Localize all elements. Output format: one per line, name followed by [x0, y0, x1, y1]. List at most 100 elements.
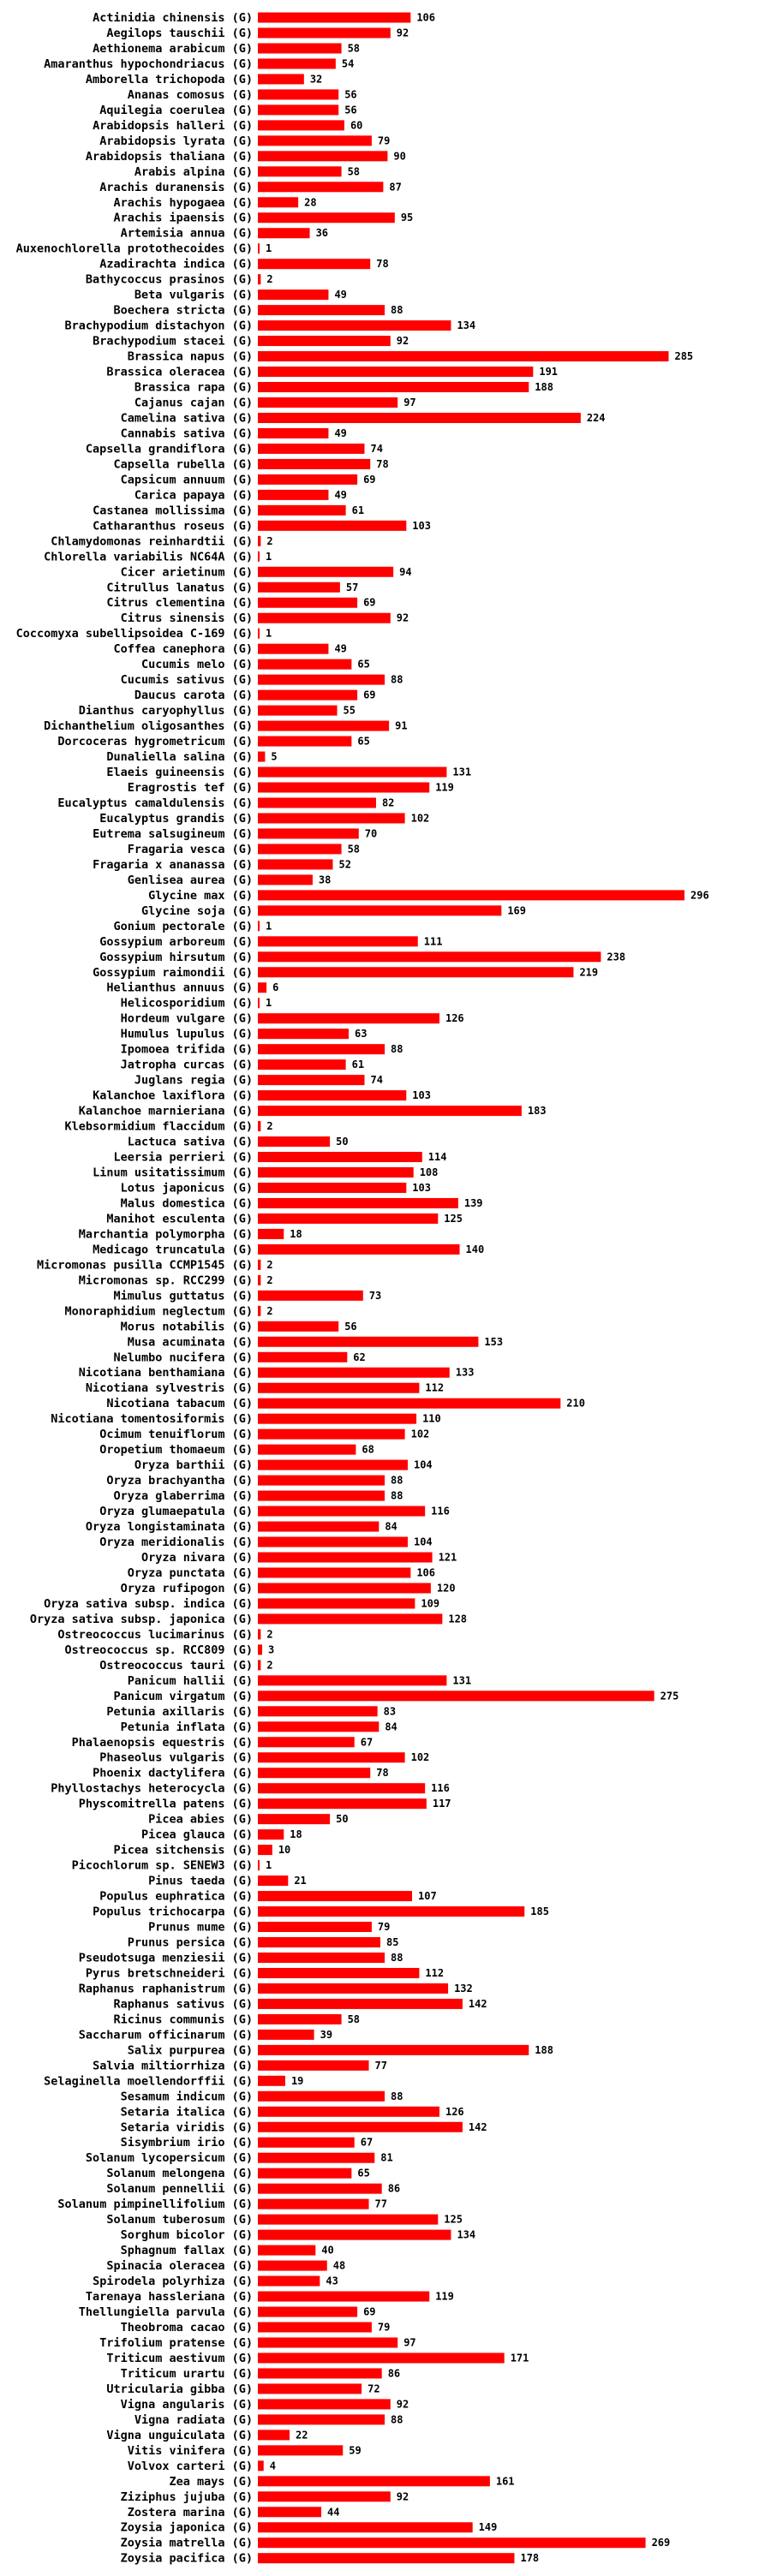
category-label: Picea glauca (G) — [141, 1828, 253, 1842]
bar — [258, 581, 340, 593]
bar — [258, 2121, 463, 2132]
value-label: 92 — [397, 27, 409, 39]
value-label: 224 — [587, 412, 606, 424]
category-label: Sisymbrium irio (G) — [121, 2136, 253, 2150]
value-label: 121 — [439, 1552, 457, 1564]
value-label: 119 — [435, 2291, 454, 2303]
value-label: 67 — [361, 2137, 373, 2149]
category-label: Arachis hypogaea (G) — [113, 196, 253, 210]
bar — [258, 2460, 264, 2472]
bar — [258, 2090, 386, 2102]
category-label: Carica papaya (G) — [134, 488, 253, 502]
bar — [258, 1013, 439, 1024]
bar — [258, 443, 365, 454]
category-label: Capsella rubella (G) — [113, 457, 253, 471]
bar — [258, 1213, 439, 1224]
bar — [258, 27, 391, 39]
bar — [258, 259, 371, 270]
bar — [258, 1152, 422, 1163]
category-label: Solanum melongena (G) — [106, 2167, 253, 2180]
value-label: 2 — [266, 1305, 272, 1317]
bar — [258, 1536, 408, 1547]
category-label: Fragaria vesca (G) — [128, 843, 253, 856]
value-label: 1 — [266, 997, 272, 1009]
bar — [258, 104, 339, 116]
bar — [258, 1106, 522, 1117]
category-label: Amborella trichopoda (G) — [86, 73, 253, 86]
category-label: Aquilegia coerulea (G) — [99, 104, 253, 117]
bar — [258, 1121, 261, 1132]
bar — [258, 1428, 405, 1440]
category-label: Monoraphidium neglectum (G) — [65, 1304, 253, 1318]
category-label: Arabidopsis halleri (G) — [93, 119, 253, 133]
category-label: Beta vulgaris (G) — [134, 289, 253, 302]
bar — [258, 58, 336, 69]
category-label: Eucalyptus camaldulensis (G) — [57, 796, 253, 810]
category-label: Nicotiana tomentosiformis (G) — [51, 1412, 253, 1426]
value-label: 4 — [270, 2460, 276, 2472]
bar — [258, 1860, 260, 1871]
category-label: Oryza sativa subsp. indica (G) — [44, 1597, 253, 1611]
category-label: Cannabis sativa (G) — [121, 426, 253, 440]
bar — [258, 2306, 358, 2317]
bar — [258, 1690, 654, 1702]
bar — [258, 982, 267, 993]
value-label: 188 — [535, 381, 553, 393]
bar — [258, 1044, 386, 1055]
category-label: Lotus japonicus (G) — [121, 1181, 253, 1195]
bar — [258, 1259, 261, 1270]
category-label: Populus trichocarpa (G) — [93, 1905, 253, 1919]
value-label: 92 — [397, 612, 409, 624]
bar — [258, 2060, 369, 2071]
value-label: 1 — [266, 628, 272, 640]
value-label: 88 — [391, 1043, 403, 1055]
value-label: 65 — [357, 2168, 369, 2179]
category-label: Cucumis sativus (G) — [121, 673, 253, 687]
value-label: 120 — [437, 1582, 456, 1594]
category-label: Petunia inflata (G) — [121, 1720, 253, 1734]
value-label: 139 — [464, 1197, 483, 1209]
value-label: 88 — [391, 1952, 403, 1964]
bar — [258, 2368, 382, 2379]
value-label: 18 — [290, 1228, 302, 1240]
value-label: 56 — [344, 104, 356, 116]
value-label: 87 — [389, 181, 401, 193]
bar — [258, 1721, 380, 1732]
category-label: Chlorella variabilis NC64A (G) — [44, 550, 253, 564]
value-label: 82 — [382, 796, 394, 808]
category-label: Hordeum vulgare (G) — [121, 1012, 253, 1026]
value-label: 49 — [334, 643, 346, 655]
value-label: 78 — [376, 1767, 388, 1779]
category-label: Phoenix dactylifera (G) — [93, 1767, 253, 1780]
bar — [258, 1506, 426, 1517]
bar — [258, 766, 447, 778]
value-label: 92 — [397, 2398, 409, 2410]
value-label: 1 — [266, 1859, 272, 1871]
value-label: 5 — [271, 751, 277, 763]
value-label: 90 — [393, 150, 405, 162]
category-label: Klebsormidium flaccidum (G) — [65, 1120, 253, 1134]
value-label: 103 — [412, 520, 431, 532]
bar — [258, 751, 266, 762]
bar — [258, 1998, 463, 2009]
bar — [258, 243, 260, 254]
value-label: 94 — [399, 566, 411, 578]
value-label: 58 — [348, 2013, 360, 2025]
bar — [258, 1798, 427, 1810]
bar — [258, 2291, 430, 2302]
value-label: 50 — [336, 1136, 348, 1148]
bar — [258, 643, 329, 654]
category-label: Oropetium thomaeum (G) — [99, 1443, 253, 1457]
value-label: 58 — [348, 42, 360, 54]
value-label: 1 — [266, 242, 272, 254]
value-label: 32 — [310, 73, 322, 85]
category-label: Brachypodium distachyon (G) — [65, 319, 253, 333]
category-label: Ostreococcus tauri (G) — [99, 1659, 253, 1673]
value-label: 39 — [320, 2029, 332, 2041]
bar — [258, 1644, 263, 1655]
category-label: Aethionema arabicum (G) — [93, 42, 253, 56]
bar — [258, 1459, 408, 1470]
value-label: 58 — [348, 165, 360, 177]
bar — [258, 1552, 433, 1563]
bar — [258, 1290, 363, 1301]
